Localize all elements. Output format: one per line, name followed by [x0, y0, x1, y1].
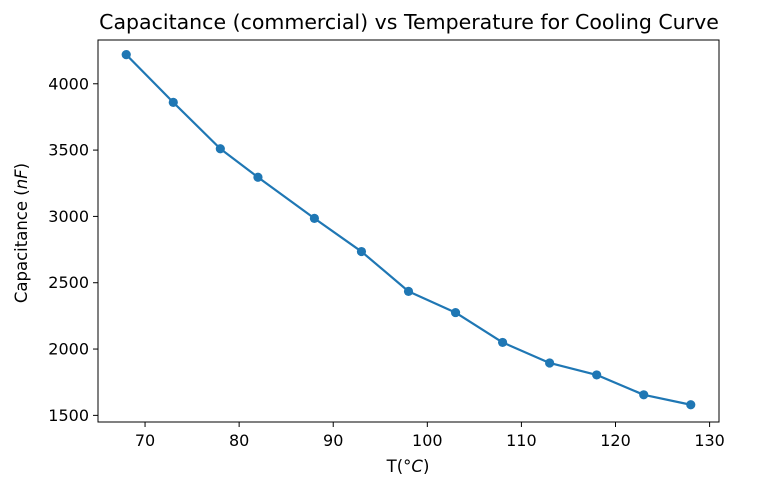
x-axis-title-prefix: T( — [386, 457, 404, 476]
data-point — [253, 172, 263, 182]
data-point — [450, 307, 461, 318]
y-tick-label: 1500 — [48, 406, 89, 425]
y-tick-label: 3500 — [48, 141, 89, 160]
y-tick-label: 4000 — [48, 74, 89, 93]
x-tick-label: 90 — [323, 431, 343, 450]
data-point — [592, 370, 602, 380]
x-axis-title-unit: °C — [403, 457, 423, 476]
x-tick-label: 80 — [229, 431, 249, 450]
y-axis-title-unit: nF — [12, 169, 31, 189]
y-tick-label: 2000 — [48, 340, 89, 359]
data-point — [686, 400, 696, 410]
data-point — [121, 49, 131, 60]
x-tick-label: 130 — [694, 431, 725, 450]
x-tick-label: 120 — [600, 431, 631, 450]
x-tick-label: 100 — [412, 431, 443, 450]
data-point — [497, 337, 508, 348]
x-axis: 70 80 90 100 110 120 130 — [135, 422, 725, 450]
x-axis-title: T(°C) — [386, 457, 430, 476]
plot-frame — [97, 39, 720, 423]
y-axis: 1500 2000 2500 3000 3500 4000 — [48, 74, 98, 425]
data-point — [309, 213, 320, 223]
data-point — [403, 286, 414, 296]
x-tick-label: 70 — [135, 431, 155, 450]
x-tick-label: 110 — [506, 431, 537, 450]
y-tick-label: 3000 — [48, 207, 89, 226]
plot-area — [121, 49, 696, 410]
data-point — [215, 144, 225, 154]
y-tick-label: 2500 — [48, 273, 89, 292]
y-axis-title: Capacitance (nF) — [12, 163, 31, 303]
data-point — [356, 246, 367, 257]
data-point — [168, 97, 178, 107]
data-point — [639, 390, 649, 400]
chart-title: Capacitance (commercial) vs Temperature … — [99, 10, 719, 34]
y-axis-title-suffix: ) — [12, 163, 31, 169]
x-axis-title-suffix: ) — [423, 457, 429, 476]
y-axis-title-prefix: Capacitance ( — [12, 189, 31, 303]
data-point — [545, 358, 555, 368]
